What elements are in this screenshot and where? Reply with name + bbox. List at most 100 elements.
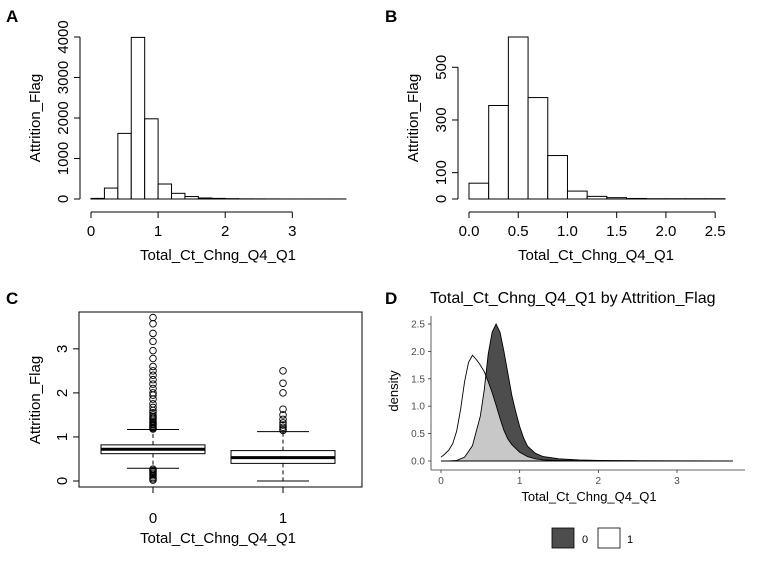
x-tick-label-b-5: 2.5 — [705, 223, 726, 240]
x-tick-label-d-3: 3 — [674, 476, 680, 487]
box-0-outlier-23 — [149, 403, 157, 412]
box-0-outlier-8 — [149, 465, 157, 473]
x-tick-label-d-2: 2 — [596, 476, 602, 487]
y-tick-label-d-2: 1.0 — [411, 402, 425, 413]
box-0-outlier-35 — [149, 346, 157, 355]
box-0-outlier-36 — [149, 337, 157, 346]
x-tick-label-a-2: 2 — [221, 223, 229, 240]
box-0-outlier-20 — [149, 411, 157, 419]
panel-b-xlabel: Total_Ct_Chng_Q4_Q1 — [518, 247, 674, 264]
y-tick-label-d-1: 0.5 — [411, 429, 425, 440]
y-tick-label-b-0: 0 — [433, 195, 450, 203]
y-tick-label-c-1: 1 — [54, 433, 71, 441]
hist-bar-a-7 — [184, 196, 199, 200]
panel-c-ylabel: Attrition_Flag — [27, 356, 44, 444]
y-tick-label-d-4: 2.0 — [411, 347, 425, 358]
box-0-outlier-25 — [149, 395, 157, 403]
x-tick-label-b-0: 0.0 — [459, 223, 480, 240]
hist-bar-b-7 — [606, 197, 628, 200]
panel-a-xlabel: Total_Ct_Chng_Q4_Q1 — [140, 247, 296, 264]
density-line-0 — [441, 322, 733, 462]
x-tick-label-a-3: 3 — [288, 223, 296, 240]
y-tick-label-a-1: 1000 — [55, 142, 72, 175]
y-tick-label-a-4: 4000 — [55, 20, 72, 53]
box-1-outlier-2 — [279, 423, 287, 432]
panel-letter-b: B — [385, 7, 397, 26]
box-1-outlier-3 — [279, 421, 287, 429]
panel-letter-a: A — [6, 7, 18, 26]
y-tick-label-b-1: 100 — [433, 160, 450, 185]
hist-bar-a-6 — [171, 192, 186, 200]
box-0-outlier-24 — [149, 400, 157, 408]
hist-bar-b-5 — [566, 190, 588, 200]
box-0-outlier-37 — [149, 329, 157, 338]
panel-letter-d: D — [385, 289, 397, 308]
legend-key-0 — [551, 527, 575, 549]
box-0-outlier-32 — [149, 367, 157, 375]
x-tick-label-a-1: 1 — [154, 223, 162, 240]
panel-letter-c: C — [6, 289, 18, 308]
panel-d-xlabel: Total_Ct_Chng_Q4_Q1 — [521, 489, 656, 504]
y-tick-label-b-2: 300 — [433, 107, 450, 132]
legend-key-1 — [597, 527, 621, 549]
hist-bar-a-1 — [103, 187, 119, 200]
y-tick-label-a-3: 3000 — [55, 61, 72, 94]
hist-bar-b-2 — [507, 36, 529, 200]
y-tick-label-d-5: 2.5 — [411, 320, 425, 331]
x-tick-label-a-0: 0 — [87, 223, 95, 240]
box-0-outlier-29 — [149, 380, 157, 388]
hist-bar-b-8 — [626, 197, 647, 200]
boxplot-panel-c: 0 1 2 3 0 1 Total_Ct_Chng_Q4_Q1 Attrition_Fla… — [27, 311, 363, 547]
panel-a-ylabel: Attrition_Flag — [27, 74, 44, 162]
hist-bar-a-5 — [157, 183, 173, 200]
hist-bar-a-3 — [130, 36, 146, 200]
density-panel-d: Total_Ct_Chng_Q4_Q1 by Attrition_Flag 0.… — [386, 290, 745, 549]
panel-d-title: Total_Ct_Chng_Q4_Q1 by Attrition_Flag — [430, 290, 716, 307]
y-tick-label-d-3: 1.5 — [411, 374, 425, 385]
hist-bar-a-8 — [197, 197, 213, 200]
box-0-outlier-31 — [149, 371, 157, 380]
box-1-outlier-4 — [279, 419, 287, 427]
box-0-outlier-30 — [149, 375, 157, 384]
legend-label-0: 0 — [582, 534, 588, 546]
hist-bar-b-1 — [488, 104, 509, 200]
box-1-outlier-10 — [279, 367, 287, 375]
density-overlap — [441, 375, 638, 461]
box-0-outlier-27 — [149, 389, 157, 397]
x-tick-label-b-1: 0.5 — [508, 223, 529, 240]
box-1-outlier-5 — [279, 415, 287, 424]
box-1-outlier-8 — [279, 389, 287, 397]
box-1-outlier-6 — [279, 411, 287, 419]
legend: 0 1 — [551, 527, 633, 549]
y-tick-label-c-3: 3 — [54, 345, 71, 353]
x-tick-label-b-3: 1.5 — [606, 223, 627, 240]
panel-d-ylabel: density — [386, 370, 401, 412]
panel-c-xlabel: Total_Ct_Chng_Q4_Q1 — [140, 530, 296, 547]
hist-bar-b-6 — [586, 195, 608, 200]
histogram-panel-b: 0.0 0.5 1.0 1.5 2.0 2.5 0 100 300 500 Total_Ct_Ch… — [405, 36, 726, 264]
hist-bar-a-0 — [90, 197, 105, 200]
y-tick-label-d-0: 0.0 — [411, 457, 425, 468]
box-0-outlier-34 — [149, 354, 157, 363]
density-area-1 — [441, 355, 638, 461]
x-tick-label-b-2: 1.0 — [557, 223, 578, 240]
y-tick-label-c-0: 0 — [54, 477, 71, 485]
box-0-outlier-39 — [149, 313, 157, 322]
hist-bar-a-4 — [144, 118, 159, 200]
box-1-outlier-9 — [279, 379, 287, 387]
box-0-outlier-21 — [149, 408, 157, 417]
box-0-outlier-38 — [149, 319, 157, 328]
histogram-panel-a: 0 1 2 3 0 1000 2000 3000 4000 Total_Ct_Chng_Q4_Q… — [27, 20, 347, 264]
y-tick-label-c-2: 2 — [54, 389, 71, 397]
hist-bar-b-3 — [527, 97, 549, 200]
density-line-1 — [440, 354, 638, 462]
y-tick-label-a-0: 0 — [55, 195, 72, 203]
x-tick-label-c-1: 1 — [279, 510, 287, 527]
box-0-outlier-28 — [149, 384, 157, 393]
x-tick-label-d-0: 0 — [438, 476, 444, 487]
y-tick-label-a-2: 2000 — [55, 101, 72, 134]
hist-bar-b-4 — [547, 155, 568, 200]
y-tick-label-b-3: 500 — [433, 55, 450, 80]
box-1-outlier-7 — [279, 405, 287, 413]
